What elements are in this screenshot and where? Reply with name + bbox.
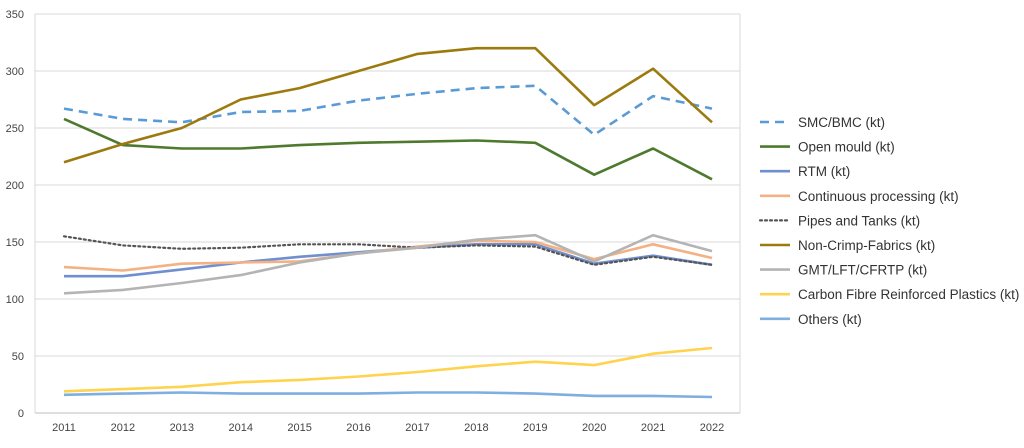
- series-line-2: [63, 117, 713, 181]
- y-tick-label: 350: [6, 9, 24, 21]
- x-tick-label: 2013: [170, 422, 194, 434]
- x-tick-label: 2020: [582, 422, 606, 434]
- x-tick-label: 2018: [464, 422, 488, 434]
- x-tick-label: 2017: [405, 422, 429, 434]
- y-tick-label: 250: [6, 123, 24, 135]
- series-lines: [62, 46, 714, 399]
- y-tick-label: 150: [6, 237, 24, 249]
- series-line-8: [63, 346, 713, 393]
- x-tick-label: 2012: [111, 422, 135, 434]
- legend-label: GMT/LFT/CFRTP (kt): [798, 263, 927, 278]
- axes: 0 50 100 150 200 250 300 350 2011 2012 2013 2014 201…: [6, 9, 741, 434]
- y-tick-label: 50: [12, 351, 24, 363]
- legend-label: Others (kt): [798, 312, 862, 327]
- legend-label: Carbon Fibre Reinforced Plastics (kt): [798, 287, 1019, 302]
- x-tick-label: 2019: [523, 422, 547, 434]
- legend-label: Continuous processing (kt): [798, 189, 959, 204]
- series-line-5: [62, 235, 714, 266]
- legend-label: Non-Crimp-Fabrics (kt): [798, 238, 935, 253]
- series-line-6: [63, 46, 713, 164]
- x-tick-label: 2014: [228, 422, 252, 434]
- legend: SMC/BMC (kt) Open mould (kt) RTM (kt) Conti…: [758, 115, 1019, 327]
- x-tick-label: 2022: [700, 422, 724, 434]
- y-tick-label: 200: [6, 180, 24, 192]
- y-tick-label: 300: [6, 66, 24, 78]
- x-tick-label: 2021: [641, 422, 665, 434]
- x-tick-label: 2011: [52, 422, 76, 434]
- legend-label: RTM (kt): [798, 164, 850, 179]
- legend-label: Open mould (kt): [798, 140, 895, 155]
- gridlines: [35, 13, 740, 414]
- y-tick-label: 100: [6, 294, 24, 306]
- legend-label: Pipes and Tanks (kt): [798, 213, 920, 228]
- series-line-7: [63, 233, 713, 295]
- y-tick-label: 0: [18, 408, 24, 420]
- series-line-9: [63, 391, 713, 399]
- x-tick-label: 2016: [346, 422, 370, 434]
- x-tick-label: 2015: [287, 422, 311, 434]
- legend-label: SMC/BMC (kt): [798, 115, 885, 130]
- series-line-1: [63, 84, 713, 137]
